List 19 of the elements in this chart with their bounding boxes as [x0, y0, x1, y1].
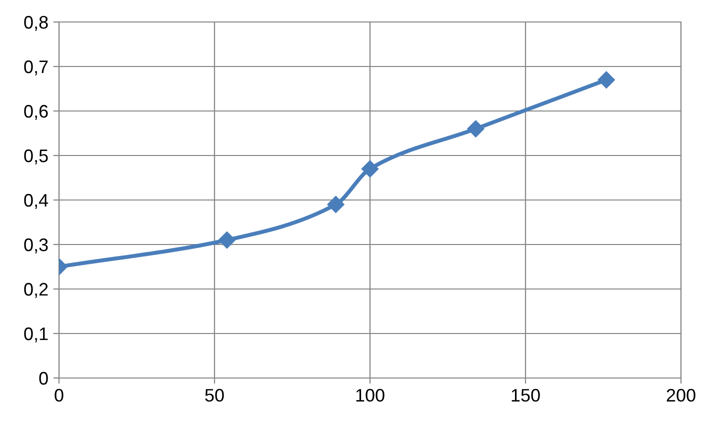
- y-tick-label: 0,5: [24, 149, 48, 164]
- point: [327, 196, 344, 213]
- point: [218, 232, 236, 249]
- y-tick-label: 0,8: [24, 16, 48, 31]
- y-tick-label: 0,1: [24, 327, 48, 342]
- point: [361, 160, 379, 178]
- y-tick-label: 0,7: [24, 60, 48, 76]
- y-tick-label: 0,4: [24, 194, 48, 209]
- x-tick-label: 50: [205, 388, 224, 402]
- x-tick-label: 200: [666, 388, 696, 402]
- x-tick-label: 100: [356, 388, 384, 402]
- point: [598, 71, 615, 88]
- y-tick-label: 0,6: [24, 104, 48, 120]
- x-tick-label: 0: [54, 388, 64, 402]
- point: [467, 120, 484, 138]
- x-tick-label: 150: [512, 388, 540, 402]
- y-tick-label: 0: [39, 372, 48, 385]
- y-tick-label: 0,2: [24, 282, 48, 298]
- y-tick-label: 0,3: [24, 238, 48, 254]
